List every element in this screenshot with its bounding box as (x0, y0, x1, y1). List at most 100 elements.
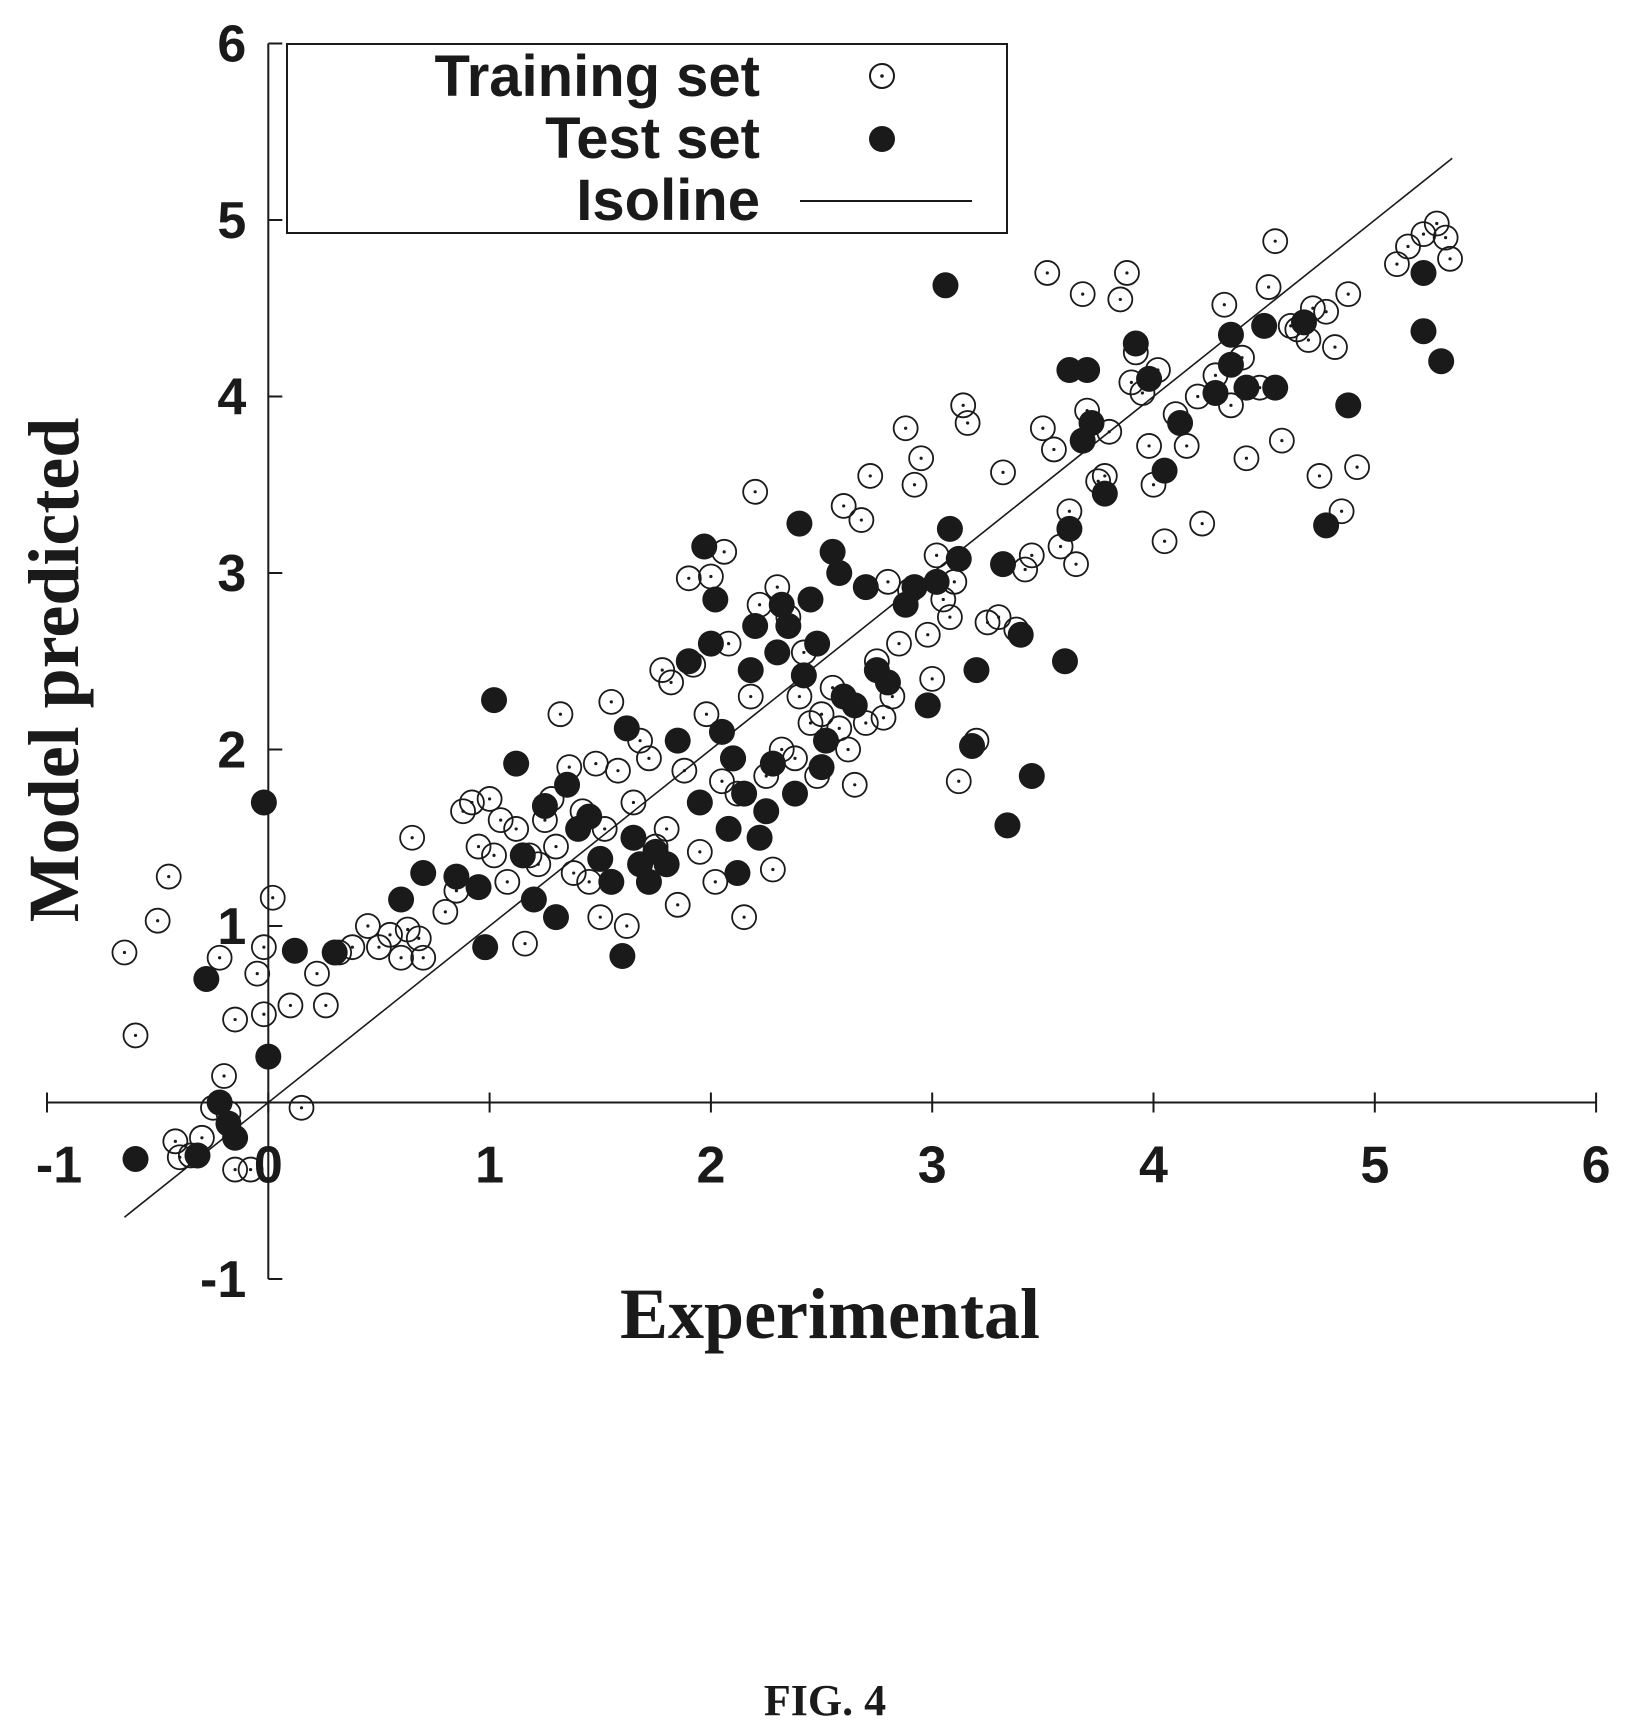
training-point (144, 907, 171, 934)
training-point (731, 904, 757, 931)
training-point-center (514, 827, 518, 831)
test-point (936, 515, 963, 542)
training-point (848, 507, 875, 533)
training-point (377, 921, 403, 948)
training-point (945, 768, 972, 795)
test-set-series (122, 259, 1455, 1172)
training-point-center (864, 721, 868, 725)
test-point (472, 934, 499, 961)
training-point-center (421, 956, 425, 960)
test-point (686, 789, 713, 816)
training-point-center (941, 597, 945, 602)
training-point-center (859, 518, 863, 522)
training-point-center (133, 1033, 138, 1038)
training-point (111, 939, 138, 966)
training-point-center (727, 642, 731, 646)
test-point (731, 780, 758, 807)
test-point (443, 863, 470, 890)
training-point-center (417, 936, 421, 940)
training-point-center (598, 915, 602, 919)
training-point-center (1030, 553, 1034, 557)
training-point-center (952, 580, 956, 584)
y-tick-label: 4 (217, 369, 246, 427)
y-tick-label: 6 (217, 16, 246, 74)
y-axis-title: Model predicted (14, 418, 94, 923)
training-point-center (1266, 285, 1271, 289)
y-tick-label: 2 (217, 722, 246, 780)
test-point (786, 510, 813, 537)
test-point (1410, 318, 1437, 345)
training-point (222, 1006, 249, 1033)
training-point-center (377, 945, 381, 949)
training-point (206, 944, 233, 971)
training-point-center (470, 800, 474, 805)
y-tick-label: 5 (217, 192, 246, 250)
training-point-center (366, 924, 370, 928)
training-point (686, 838, 713, 865)
training-point-center (930, 677, 934, 681)
training-point-center (669, 680, 673, 685)
training-point-center (572, 871, 576, 875)
training-point (1313, 298, 1340, 325)
test-point (1007, 621, 1034, 648)
training-point-center (233, 1017, 237, 1022)
test-point (708, 718, 735, 745)
training-point (244, 960, 271, 987)
training-point-center (1333, 345, 1337, 349)
test-point (781, 780, 808, 807)
test-point (963, 657, 990, 684)
training-point (1255, 274, 1282, 300)
training-point (950, 392, 977, 419)
training-point (693, 701, 720, 728)
training-point-center (443, 910, 447, 914)
training-point (405, 925, 432, 952)
test-point (1410, 259, 1437, 286)
test-point (554, 771, 581, 798)
x-tick-label: 2 (696, 1137, 725, 1195)
test-point (1056, 515, 1083, 542)
training-point (1041, 436, 1067, 463)
training-point-center (687, 576, 691, 580)
training-point (1018, 542, 1045, 569)
training-point-center (625, 924, 629, 928)
training-point-center (200, 1136, 204, 1140)
test-point (1091, 480, 1118, 507)
training-point-center (1151, 483, 1156, 487)
test-point (531, 792, 558, 819)
training-point-center (350, 945, 354, 949)
training-point-center (919, 456, 923, 460)
training-point (759, 856, 786, 883)
test-point (281, 937, 308, 964)
test-point (742, 612, 769, 639)
training-point-center (1074, 562, 1078, 566)
training-point (450, 798, 476, 825)
training-point-center (1118, 297, 1122, 302)
test-point (914, 692, 941, 719)
test-point (410, 860, 437, 887)
test-point (1078, 409, 1105, 436)
training-point-center (1448, 257, 1452, 261)
training-point (399, 824, 426, 851)
test-point (826, 560, 853, 586)
test-point (1051, 648, 1078, 675)
training-point (985, 604, 1012, 631)
isoline (123, 157, 1453, 1218)
training-point (587, 904, 614, 931)
test-point (994, 812, 1021, 839)
training-point (494, 868, 521, 895)
training-point (1437, 245, 1463, 272)
training-point-center (262, 945, 266, 949)
training-point-center (1103, 474, 1107, 478)
training-point (658, 669, 684, 696)
training-point-center (505, 880, 509, 884)
training-point-center (996, 615, 1001, 619)
training-point (613, 913, 640, 939)
training-point (481, 842, 507, 869)
x-axis-title: Experimental (620, 1274, 1040, 1354)
test-point (759, 750, 786, 777)
training-point-center (315, 972, 319, 976)
training-point (465, 833, 492, 860)
training-point-center (1346, 292, 1350, 296)
training-point-center (594, 762, 598, 766)
